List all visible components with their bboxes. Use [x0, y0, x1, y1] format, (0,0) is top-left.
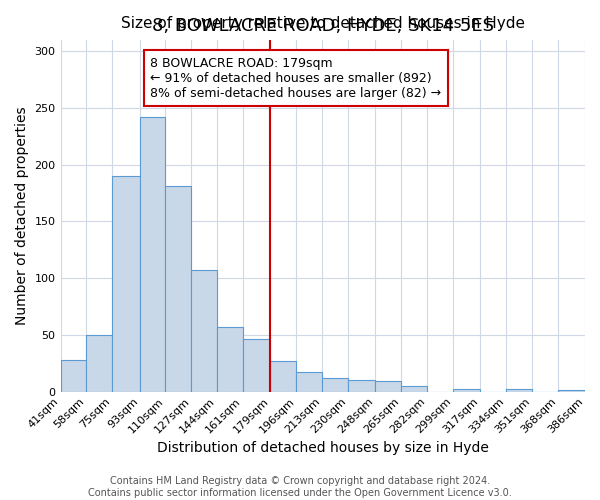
Bar [322, 378, 348, 392]
Bar [557, 390, 585, 392]
Bar [271, 361, 296, 392]
Title: 8, BOWLACRE ROAD, HYDE, SK14 5ES: 8, BOWLACRE ROAD, HYDE, SK14 5ES [152, 18, 494, 36]
Bar [453, 390, 480, 392]
X-axis label: Distribution of detached houses by size in Hyde: Distribution of detached houses by size … [157, 441, 489, 455]
Bar [166, 186, 191, 392]
Bar [348, 380, 375, 392]
Bar [243, 340, 271, 392]
Bar [217, 327, 243, 392]
Bar [191, 270, 217, 392]
Text: 8 BOWLACRE ROAD: 179sqm
← 91% of detached houses are smaller (892)
8% of semi-de: 8 BOWLACRE ROAD: 179sqm ← 91% of detache… [150, 56, 442, 100]
Bar [86, 335, 112, 392]
Bar [140, 117, 166, 392]
Y-axis label: Number of detached properties: Number of detached properties [15, 106, 29, 325]
Bar [61, 360, 86, 392]
Text: Size of property relative to detached houses in Hyde: Size of property relative to detached ho… [121, 16, 525, 31]
Bar [401, 386, 427, 392]
Bar [506, 390, 532, 392]
Bar [296, 372, 322, 392]
Bar [112, 176, 140, 392]
Bar [375, 382, 401, 392]
Text: Contains HM Land Registry data © Crown copyright and database right 2024.
Contai: Contains HM Land Registry data © Crown c… [88, 476, 512, 498]
